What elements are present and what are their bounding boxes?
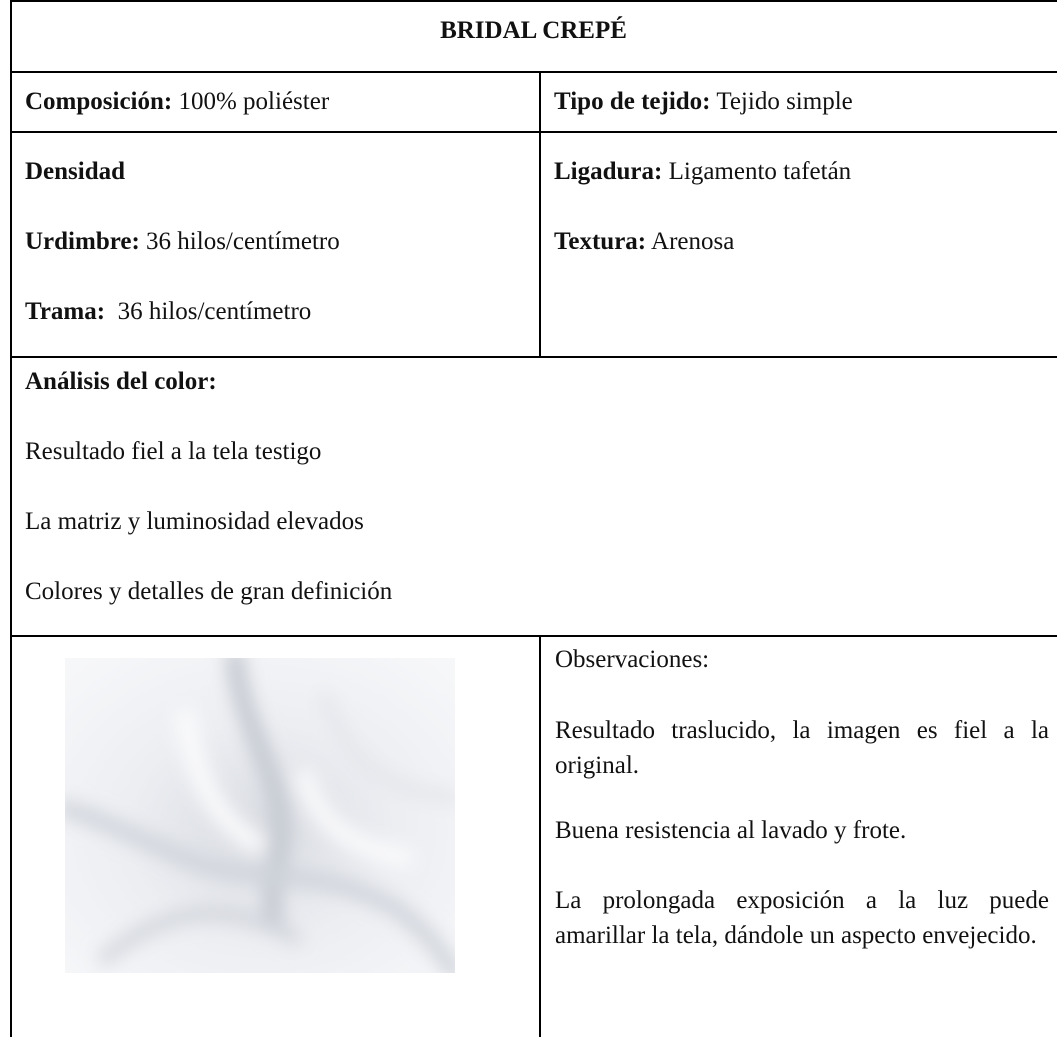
border xyxy=(10,71,1057,73)
field: Trama: 36 hilos/centímetro xyxy=(25,297,311,327)
value: 36 hilos/centímetro xyxy=(146,228,340,255)
heading: Observaciones: xyxy=(555,646,710,673)
border xyxy=(539,636,541,1037)
field: Tipo de tejido: Tejido simple xyxy=(554,87,853,117)
label: Urdimbre: xyxy=(25,228,140,255)
border xyxy=(10,0,1057,2)
label: Composición: xyxy=(25,88,173,115)
border xyxy=(10,356,1057,358)
label: Tipo de tejido: xyxy=(554,88,711,115)
heading: Análisis del color: xyxy=(25,368,217,395)
label: Ligadura: xyxy=(554,158,663,185)
field: Ligadura: Ligamento tafetán xyxy=(554,157,851,187)
paragraph: Buena resistencia al lavado y frote. xyxy=(555,817,907,844)
field: Composición: 100% poliéster xyxy=(25,87,329,117)
border xyxy=(10,131,1057,133)
fabric-image xyxy=(65,658,455,973)
value: 100% poliéster xyxy=(178,88,330,115)
border xyxy=(10,0,12,1037)
value: Arenosa xyxy=(651,228,735,255)
paragraph: La prolongada exposición a la luz puede … xyxy=(555,887,1049,949)
border xyxy=(10,635,1057,637)
value: Ligamento tafetán xyxy=(668,158,852,185)
text-line: Resultado fiel a la tela testigo xyxy=(25,438,322,465)
field: Urdimbre: 36 hilos/centímetro xyxy=(25,227,340,257)
text-line: La matriz y luminosidad elevados xyxy=(25,508,364,535)
field: Textura: Arenosa xyxy=(554,227,734,257)
heading: Densidad xyxy=(25,158,126,185)
value: 36 hilos/centímetro xyxy=(117,298,312,325)
border xyxy=(539,72,541,357)
label: Trama: xyxy=(25,298,106,325)
title: BRIDAL CREPÉ xyxy=(440,17,627,44)
paragraph: Resultado traslucido, la imagen es fiel … xyxy=(555,717,1049,779)
label: Textura: xyxy=(554,228,647,255)
text-line: Colores y detalles de gran definición xyxy=(25,578,393,605)
value: Tejido simple xyxy=(716,88,853,115)
